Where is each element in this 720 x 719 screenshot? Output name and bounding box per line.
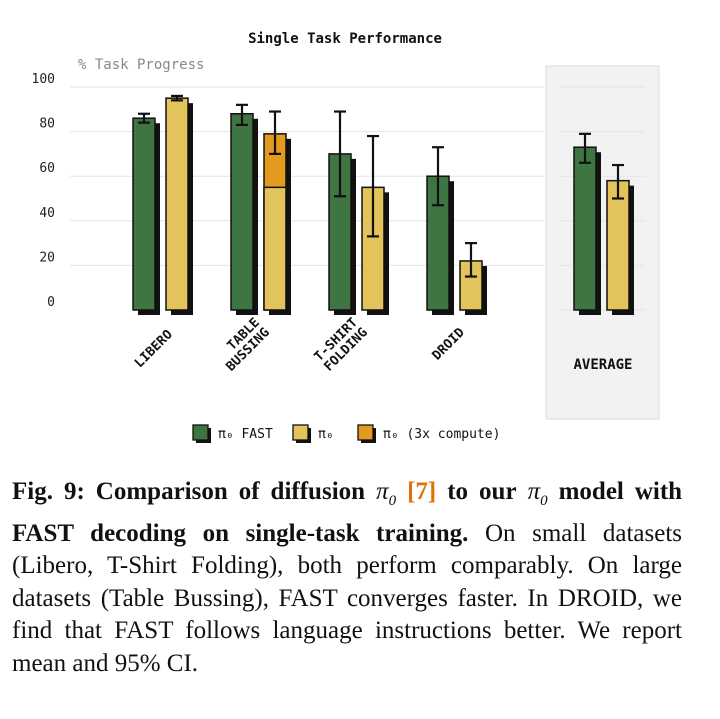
y-tick-label: 0: [47, 295, 55, 310]
y-tick-label: 100: [32, 72, 55, 87]
legend-label: π₀ FAST: [218, 427, 273, 442]
y-tick-label: 20: [39, 250, 55, 265]
x-tick-label: T-SHIRTFOLDING: [312, 315, 371, 374]
chart-title: Single Task Performance: [248, 31, 442, 47]
legend-label: π₀: [318, 427, 334, 442]
bar-pi0: [263, 186, 287, 311]
y-axis-label: % Task Progress: [78, 57, 204, 73]
figure-caption: Fig. 9: Comparison of diffusion π0 [7] t…: [12, 476, 682, 680]
bar-pi0-fast: [132, 117, 156, 311]
caption-pi-2: π0: [527, 478, 548, 509]
caption-body: On small datasets (Libero, T-Shirt Foldi…: [12, 519, 683, 677]
x-axis-labels: LIBERO TABLEBUSSING T-SHIRTFOLDING DROID: [132, 315, 468, 374]
y-tick-label: 40: [39, 206, 55, 221]
caption-bold-1: Comparison of diffusion: [95, 478, 366, 505]
bars: [132, 94, 634, 316]
y-tick-label: 80: [39, 117, 55, 132]
x-tick-label: TABLEBUSSING: [214, 315, 273, 374]
bar-pi0-fast: [230, 113, 254, 311]
caption-bold-2: to our: [447, 478, 517, 505]
legend-label: π₀ (3x compute): [383, 427, 500, 442]
legend-swatch: [192, 424, 209, 441]
x-tick-label: LIBERO: [132, 327, 176, 371]
legend: π₀ FAST π₀ π₀ (3x compute): [192, 424, 500, 443]
caption-pi-1: π0: [376, 478, 397, 509]
y-tick-label: 60: [39, 161, 55, 176]
x-tick-label: DROID: [430, 325, 468, 363]
bar-pi0-fast-average: [573, 146, 597, 311]
caption-fig-label: Fig. 9:: [12, 478, 85, 505]
legend-swatch: [292, 424, 309, 441]
y-axis-ticks: 0 20 40 60 80 100: [32, 72, 55, 310]
x-label-average: AVERAGE: [573, 357, 632, 373]
bar-pi0: [165, 97, 189, 311]
caption-citation-link[interactable]: [7]: [407, 478, 437, 505]
average-panel: [545, 65, 660, 420]
bar-pi0-average: [606, 179, 630, 311]
legend-swatch: [357, 424, 374, 441]
bar-chart: Single Task Performance % Task Progress …: [32, 31, 660, 443]
caption-bold-3: model with FAST decoding on single-task …: [12, 478, 683, 547]
